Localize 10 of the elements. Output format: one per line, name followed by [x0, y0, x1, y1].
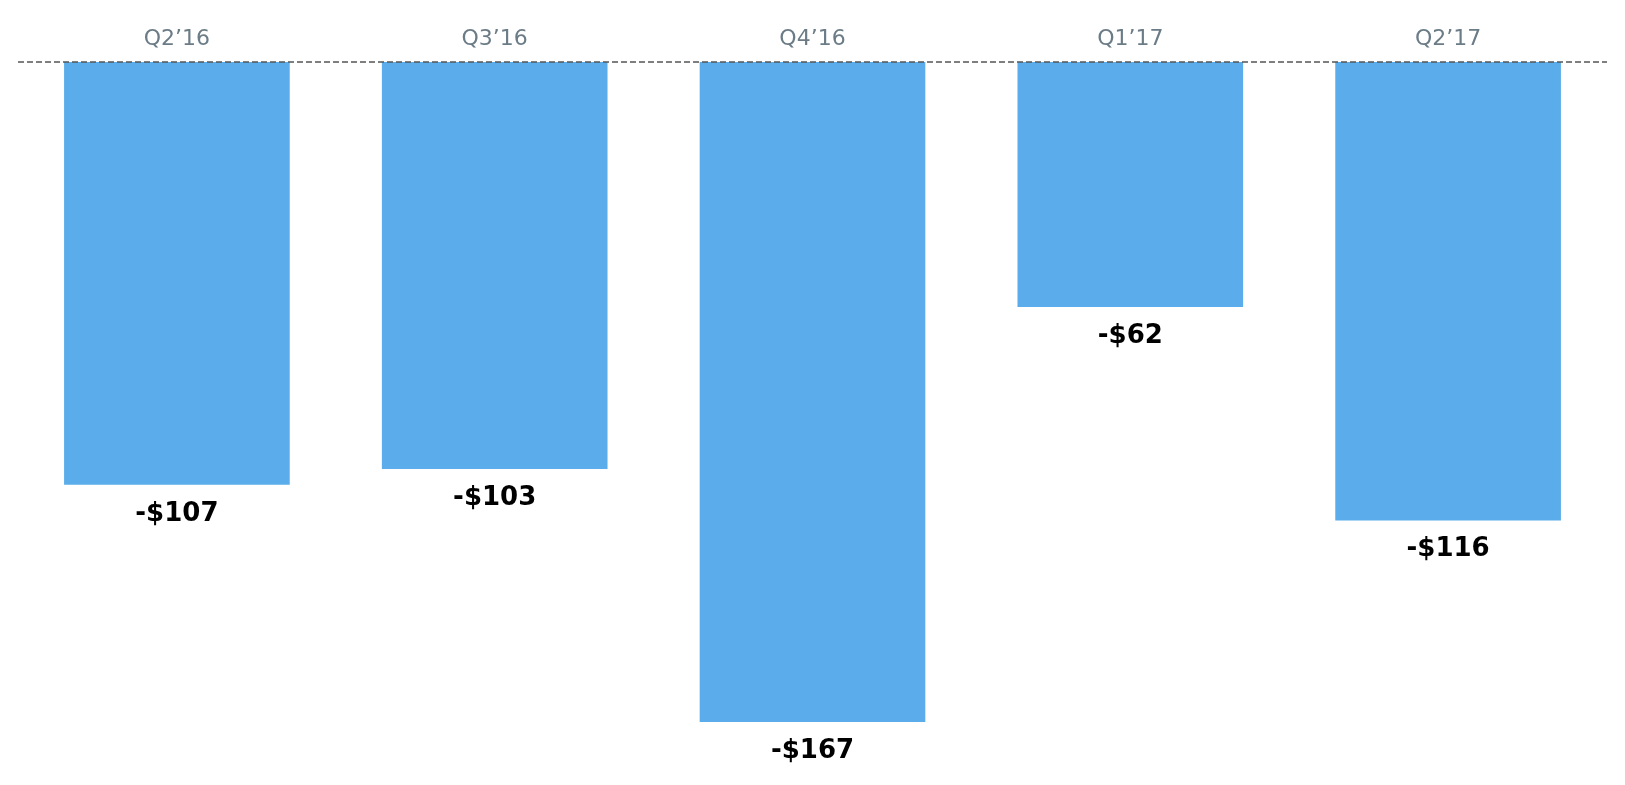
x-tick-label: Q2’17	[1414, 24, 1482, 50]
x-tick-label: Q1’17	[1097, 24, 1164, 50]
data-label: -$103	[453, 481, 537, 512]
data-label: -$107	[135, 496, 219, 527]
data-label: -$116	[1406, 532, 1490, 563]
data-label: -$62	[1097, 319, 1163, 350]
x-tick-label: Q3’16	[461, 24, 528, 50]
x-tick-label: Q2’16	[143, 24, 211, 50]
data-label: -$167	[770, 734, 855, 764]
x-tick-label: Q4’16	[779, 24, 846, 50]
